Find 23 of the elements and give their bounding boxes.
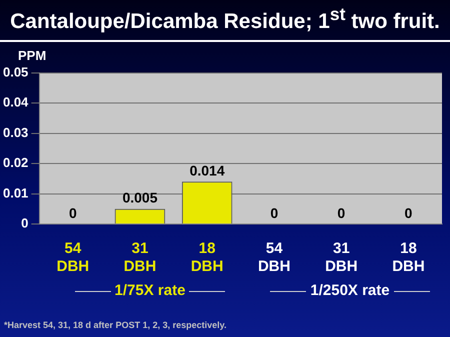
text: 1/250X rate — [309, 282, 391, 299]
chart-title: Cantaloupe/Dicamba Residue; 1$^{st}$ two fruit. — [9, 4, 441, 34]
x-tick-label: 31 DBH — [325, 240, 358, 276]
y-tick-label: 0.01 — [2, 185, 28, 200]
y-tick-label: 0.02 — [2, 155, 28, 170]
data-label: 0 — [337, 204, 346, 221]
y-tick-label: 0 — [21, 216, 28, 231]
x-tick-label: 18 DBH — [190, 240, 224, 276]
data-label: 0.005 — [122, 190, 158, 206]
y-tick-label: 0.05 — [2, 64, 28, 80]
data-label: 0 — [404, 204, 413, 221]
y-tick-label: 0.03 — [2, 124, 28, 140]
x-tick-label: 54 DBH — [258, 240, 290, 276]
x-tick-label: 31 DBH — [124, 240, 156, 276]
y-tick-label: 0.04 — [2, 94, 30, 110]
data-label: 0 — [270, 204, 278, 221]
y-axis-title: PPM — [18, 48, 46, 63]
text: *Harvest 54, 31, 18 d after POST 1, 2, 3, respectively. — [4, 320, 226, 330]
data-label: 0.014 — [190, 162, 225, 179]
data-label: 0 — [68, 204, 77, 221]
x-tick-label: 18 DBH — [392, 240, 425, 276]
x-tick-label: 54 DBH — [56, 240, 90, 276]
text: 1/75X rate — [114, 282, 186, 299]
